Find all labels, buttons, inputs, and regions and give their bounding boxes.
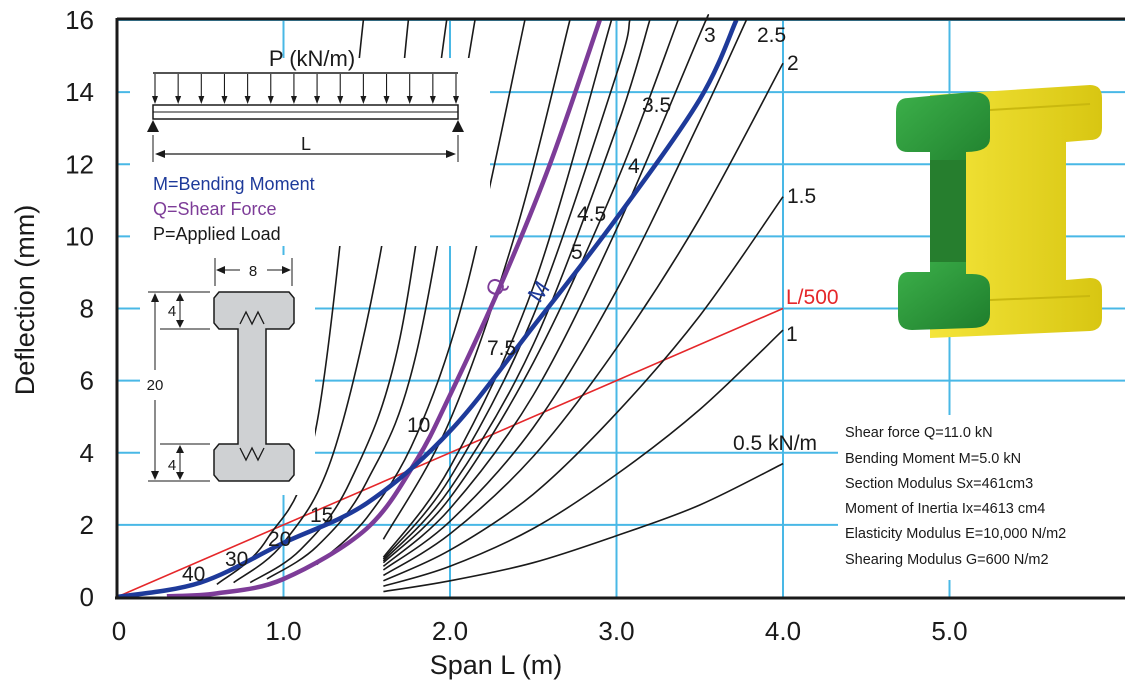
x-tick-label-1: 1.0	[265, 616, 301, 646]
series-line-5	[382, 14, 710, 567]
limit-line-label: L/500	[786, 286, 839, 309]
series-line-4	[382, 19, 748, 571]
timber-beam-illustration	[896, 85, 1102, 338]
load-label: P (kN/m)	[269, 46, 355, 71]
y-tick-label-0: 0	[80, 582, 94, 612]
x-tick-label-0: 0	[112, 616, 126, 646]
load-arrows	[152, 74, 459, 104]
prop-shearing-modulus: Shearing Modulus G=600 N/m2	[845, 552, 1049, 568]
i-section-shape	[213, 291, 295, 482]
curve-label-9: 5	[571, 241, 583, 264]
series-line-1	[383, 329, 784, 587]
series-line-11	[316, 19, 526, 566]
x-tick-label-2: 2.0	[432, 616, 468, 646]
y-tick-label-5: 10	[65, 221, 94, 251]
force-curves	[116, 19, 739, 600]
prop-shear-force: Shear force Q=11.0 kN	[845, 425, 993, 441]
x-tick-label-4: 4.0	[765, 616, 801, 646]
curve-label-6: 3.5	[642, 94, 671, 117]
prop-section-modulus: Section Modulus Sx=461cm3	[845, 476, 1033, 492]
y-tick-label-7: 14	[65, 77, 94, 107]
curve-label-2: 1.5	[787, 185, 816, 208]
y-tick-label-4: 8	[80, 294, 94, 324]
series-line-2	[383, 196, 784, 582]
y-tick-label-6: 12	[65, 149, 94, 179]
curve-label-7: 4	[628, 155, 640, 178]
x-tick-label-3: 3.0	[598, 616, 634, 646]
axes	[115, 17, 1125, 600]
curve-label-0: 0.5 kN/m	[733, 432, 817, 455]
limit-line-layer	[116, 307, 784, 598]
y-tick-label-1: 2	[80, 510, 94, 540]
shear-curve	[166, 19, 602, 599]
dim-width: 8	[249, 263, 257, 280]
left-support-icon	[147, 120, 159, 132]
prop-elasticity-modulus: Elasticity Modulus E=10,000 N/m2	[845, 526, 1066, 542]
series-line-8	[382, 19, 631, 560]
series-line-0	[383, 462, 784, 593]
curve-label-10: 7.5	[487, 337, 516, 360]
i-section-diagram: 8 20 4 4	[140, 255, 315, 495]
y-tick-label-2: 4	[80, 438, 94, 468]
right-support-icon	[452, 120, 464, 132]
curve-label-3: 2	[787, 52, 799, 75]
curve-label-1: 1	[786, 323, 798, 346]
x-axis-title: Span L (m)	[430, 650, 563, 680]
curve-label-5: 3	[704, 24, 716, 47]
prop-bending-moment: Bending Moment M=5.0 kN	[845, 451, 1021, 467]
y-tick-label-8: 16	[65, 5, 94, 35]
curve-label-11: 10	[407, 414, 430, 437]
curve-label-13: 20	[268, 528, 291, 551]
series-line-3	[382, 62, 784, 577]
curve-label-15: 40	[182, 563, 205, 586]
curve-label-4: 2.5	[757, 24, 786, 47]
prop-moment-of-inertia: Moment of Inertia Ix=4613 cm4	[845, 501, 1045, 517]
dim-flange-top: 4	[168, 303, 176, 320]
beam-load-diagram: P (kN/m) L M=Bending Moment Q=Shear Forc…	[130, 46, 490, 246]
beam-properties: Shear force Q=11.0 kN Bending Moment M=5…	[838, 415, 1128, 580]
series-line-7	[382, 19, 651, 562]
y-tick-label-3: 6	[80, 366, 94, 396]
y-axis-title: Deflection (mm)	[10, 205, 40, 396]
series-line-9	[382, 19, 613, 558]
legend-shear: Q=Shear Force	[153, 199, 277, 219]
dim-height: 20	[147, 377, 164, 394]
limit-line-l500	[116, 307, 784, 598]
x-tick-label-5: 5.0	[931, 616, 967, 646]
moment-curve	[116, 19, 739, 600]
shear-curve-label: Q	[480, 274, 511, 300]
curve-label-12: 15	[310, 504, 333, 527]
curve-label-14: 30	[225, 548, 248, 571]
dim-flange-bottom: 4	[168, 457, 176, 474]
series-line-6	[382, 19, 679, 564]
legend-load: P=Applied Load	[153, 224, 281, 244]
curve-label-8: 4.5	[577, 203, 606, 226]
legend-moment: M=Bending Moment	[153, 174, 315, 194]
span-label: L	[301, 134, 311, 154]
